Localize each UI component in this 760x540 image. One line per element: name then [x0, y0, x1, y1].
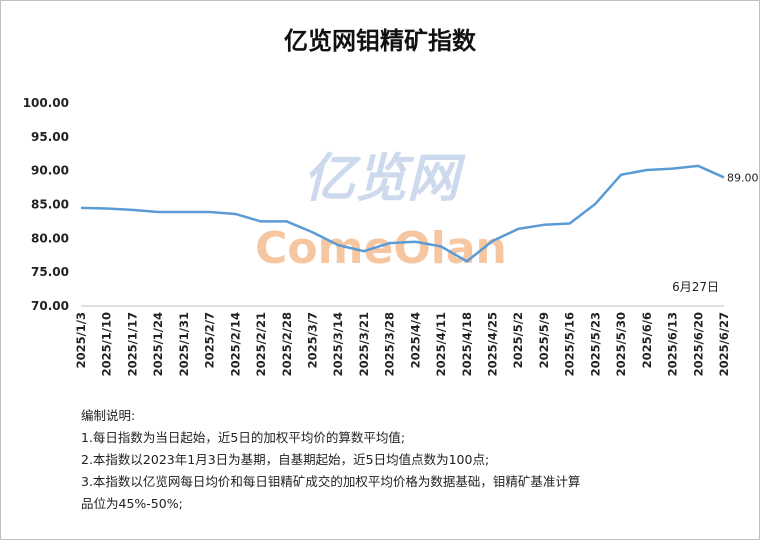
x-tick-label: 2025/3/14 [331, 312, 345, 376]
x-tick-label: 2025/1/17 [125, 312, 139, 376]
x-tick-label: 2025/5/9 [537, 312, 551, 368]
x-tick-label: 2025/4/18 [460, 312, 474, 376]
y-tick-label: 80.00 [31, 231, 69, 245]
note-line: 3.本指数以亿览网每日均价和每日钼精矿成交的加权平均价格为数据基础，钼精矿基准计… [81, 474, 581, 489]
annotation: 6月27日 [672, 280, 719, 294]
x-tick-label: 2025/6/20 [691, 312, 705, 376]
chart-title: 亿览网钼精矿指数 [284, 27, 477, 55]
note-line: 编制说明: [81, 408, 136, 423]
y-tick-label: 90.00 [31, 164, 69, 178]
x-tick-label: 2025/6/27 [717, 312, 731, 376]
x-tick-label: 2025/3/28 [383, 312, 397, 376]
x-tick-label: 2025/5/23 [588, 312, 602, 376]
note-line: 2.本指数以2023年1月3日为基期，自基期起始，近5日均值点数为100点; [81, 452, 490, 467]
y-tick-label: 75.00 [31, 265, 69, 279]
y-tick-label: 95.00 [31, 130, 69, 144]
x-tick-label: 2025/5/16 [563, 312, 577, 376]
x-tick-label: 2025/2/7 [203, 312, 217, 368]
note-line: 1.每日指数为当日起始，近5日的加权平均价的算数平均值; [81, 430, 406, 445]
x-tick-label: 2025/4/25 [486, 312, 500, 376]
x-tick-label: 2025/3/21 [357, 312, 371, 376]
x-tick-label: 2025/4/11 [434, 312, 448, 376]
x-tick-label: 2025/2/14 [228, 312, 242, 376]
watermark: ComeOlan [255, 223, 507, 274]
line [80, 164, 725, 263]
watermark: 亿览网 [303, 149, 466, 209]
x-tick-label: 2025/3/7 [305, 312, 319, 368]
x-tick-label: 2025/2/21 [254, 312, 268, 376]
chart: 亿览网钼精矿指数 亿览网 ComeOlan 6月27日 70.00 75.00 80… [23, 27, 759, 376]
value-label: 89.00 [727, 171, 759, 184]
x-tick-label: 2025/6/6 [640, 312, 654, 368]
x-tick-label: 2025/1/3 [74, 312, 88, 368]
y-tick-label: 70.00 [31, 299, 69, 313]
x-tick-label: 2025/2/28 [280, 312, 294, 376]
x-tick-label: 2025/1/24 [151, 312, 165, 376]
notes: 编制说明: 1.每日指数为当日起始，近5日的加权平均价的算数平均值; 2.本指数以2… [81, 405, 681, 515]
note-line: 品位为45%-50%; [81, 496, 183, 511]
x-tick-label: 2025/4/4 [408, 312, 422, 368]
x-tick-label: 2025/1/31 [177, 312, 191, 376]
x-tick-label: 2025/1/10 [100, 312, 114, 376]
y-tick-label: 85.00 [31, 198, 69, 212]
x-tick-label: 2025/5/2 [511, 312, 525, 368]
y-tick-label: 100.00 [23, 96, 69, 110]
x-tick-label: 2025/6/13 [666, 312, 680, 376]
x-tick-label: 2025/5/30 [614, 312, 628, 376]
